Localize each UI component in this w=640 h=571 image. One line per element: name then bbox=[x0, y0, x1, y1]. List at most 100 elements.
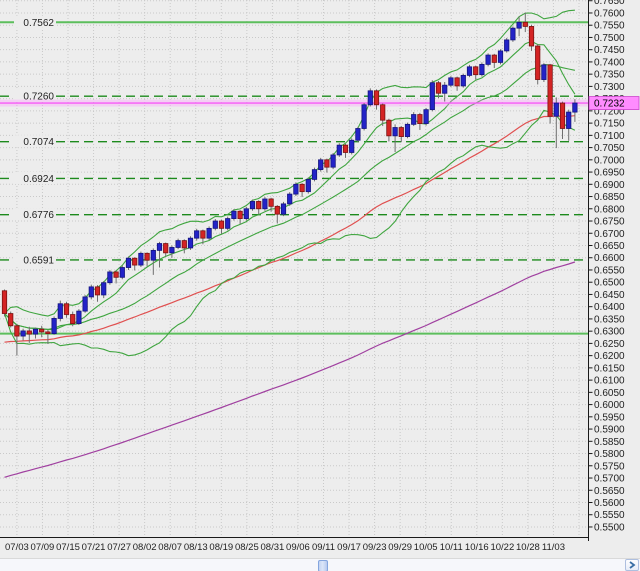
candle-body bbox=[535, 45, 541, 80]
candle-body bbox=[138, 252, 144, 266]
candle-body bbox=[218, 220, 225, 229]
y-axis-label: 0.6600 bbox=[594, 253, 625, 264]
x-axis-labels: 07/03 07/09 07/15 07/21 07/27 08/02 08/07 08/13… bbox=[5, 542, 565, 553]
level-label-bg bbox=[14, 171, 56, 184]
candle-body bbox=[559, 102, 566, 129]
y-axis-label: 0.6950 bbox=[594, 168, 625, 179]
grid-lines bbox=[0, 0, 588, 537]
y-axis-label: 0.6150 bbox=[594, 363, 625, 374]
y-axis-label: 0.5850 bbox=[594, 437, 625, 448]
x-axis-label: 10/28 bbox=[516, 542, 540, 553]
candle-body bbox=[318, 159, 324, 171]
bollinger-upper-line bbox=[4, 9, 575, 317]
horizontal-scrollbar[interactable] bbox=[0, 558, 640, 571]
x-axis-label: 10/05 bbox=[414, 542, 438, 553]
y-axis-label: 0.6200 bbox=[594, 351, 625, 362]
y-axis-label: 0.6850 bbox=[594, 192, 625, 203]
y-axis-label: 0.6650 bbox=[594, 241, 625, 252]
candle-body bbox=[293, 183, 299, 195]
x-axis-label: 09/06 bbox=[286, 542, 310, 553]
candle-body bbox=[262, 198, 268, 210]
chart-background bbox=[0, 0, 640, 558]
level-label-bg bbox=[14, 89, 56, 102]
candle-body bbox=[553, 102, 559, 117]
x-axis-label: 08/07 bbox=[158, 542, 182, 553]
candle-body bbox=[26, 330, 32, 335]
candle-body bbox=[20, 330, 26, 337]
candle-body bbox=[361, 104, 367, 129]
y-axis-label: 0.6900 bbox=[594, 180, 625, 191]
candle-body bbox=[8, 313, 14, 327]
y-axis-label: 0.6400 bbox=[594, 302, 625, 313]
x-axis-label: 11/03 bbox=[542, 542, 565, 553]
candle-body bbox=[566, 111, 572, 129]
candle-body bbox=[541, 64, 547, 80]
candle-body bbox=[330, 154, 336, 168]
candle-body bbox=[14, 325, 20, 337]
y-axis-label: 0.6000 bbox=[594, 400, 625, 411]
candle-body bbox=[268, 198, 274, 207]
x-axis-label: 07/03 bbox=[5, 542, 29, 553]
level-label-bg bbox=[14, 253, 56, 266]
y-axis-label: 0.5550 bbox=[594, 510, 625, 521]
x-axis-label: 09/29 bbox=[388, 542, 412, 553]
candle-body bbox=[274, 205, 280, 215]
level-label: 0.6776 bbox=[23, 210, 54, 221]
y-axis-label: 0.7350 bbox=[594, 70, 625, 81]
candle-body bbox=[76, 310, 82, 324]
y-axis-label: 0.6350 bbox=[594, 314, 625, 325]
current-price-badge bbox=[588, 96, 640, 110]
candle-body bbox=[305, 179, 311, 193]
candlestick-chart[interactable]: 0.7562 0.7260 0.7074 0.6924 0.6776 0.6591 0.76… bbox=[0, 0, 640, 558]
y-axis-label: 0.5750 bbox=[594, 461, 625, 472]
candle-body bbox=[485, 54, 491, 65]
candle-body bbox=[256, 201, 262, 210]
current-price-badge-label: 0.7232 bbox=[594, 99, 625, 110]
y-axis-label: 0.5600 bbox=[594, 498, 625, 509]
y-axis-label: 0.5800 bbox=[594, 449, 625, 460]
candle-body bbox=[460, 74, 466, 87]
candle-body bbox=[392, 127, 398, 137]
y-axis-label: 0.6100 bbox=[594, 376, 625, 387]
candle-body bbox=[88, 286, 94, 298]
x-axis-label: 07/09 bbox=[31, 542, 55, 553]
x-axis-label: 08/31 bbox=[261, 542, 285, 553]
candle-body bbox=[45, 331, 51, 335]
x-axis-label: 08/25 bbox=[235, 542, 259, 553]
x-axis-label: 07/27 bbox=[107, 542, 131, 553]
candle-body bbox=[342, 144, 349, 153]
scrollbar-thumb[interactable] bbox=[318, 560, 328, 571]
level-label: 0.6924 bbox=[23, 174, 54, 185]
candle-body bbox=[497, 50, 504, 63]
candle-body bbox=[510, 27, 516, 41]
candle-body bbox=[398, 127, 404, 137]
level-label: 0.7562 bbox=[23, 18, 54, 29]
candle-body bbox=[522, 21, 528, 27]
x-axis-label: 08/19 bbox=[209, 542, 233, 553]
candle-body bbox=[206, 227, 212, 239]
candle-body bbox=[94, 286, 101, 296]
candle-body bbox=[51, 318, 57, 335]
candle-body bbox=[119, 267, 125, 278]
level-label: 0.7260 bbox=[23, 92, 54, 103]
candle-body bbox=[516, 21, 522, 29]
x-axis-label: 08/02 bbox=[133, 542, 157, 553]
sma-red-line bbox=[4, 115, 575, 343]
candle-body bbox=[479, 63, 485, 76]
y-axis-label: 0.7600 bbox=[594, 8, 625, 19]
candle-body bbox=[32, 328, 39, 335]
candle-body bbox=[249, 201, 256, 210]
candle-body bbox=[82, 296, 88, 312]
y-axis-label: 0.6500 bbox=[594, 278, 625, 289]
chevron-right-icon bbox=[629, 561, 636, 569]
candle-body bbox=[163, 243, 169, 254]
scroll-right-button[interactable] bbox=[625, 559, 639, 571]
y-axis-label: 0.6250 bbox=[594, 339, 625, 350]
candle-body bbox=[287, 193, 293, 205]
y-axis-label: 0.5700 bbox=[594, 474, 625, 485]
candle-body bbox=[113, 271, 119, 278]
candle-body bbox=[448, 77, 454, 86]
x-axis-label: 08/13 bbox=[184, 542, 208, 553]
